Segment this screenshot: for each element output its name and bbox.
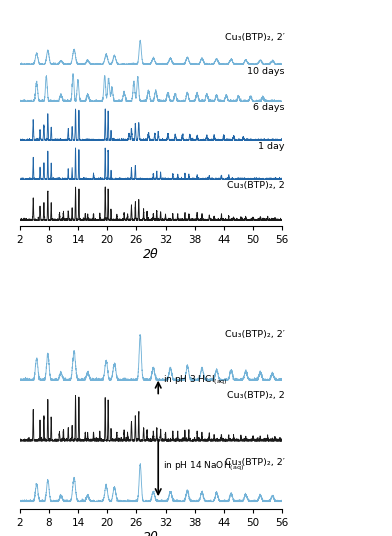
Text: Cu₃(BTP)₂, 2′: Cu₃(BTP)₂, 2′: [225, 330, 285, 339]
Text: Cu₃(BTP)₂, 2′: Cu₃(BTP)₂, 2′: [225, 458, 285, 467]
Text: Cu₃(BTP)₂, 2: Cu₃(BTP)₂, 2: [227, 391, 285, 400]
Text: in pH 14 NaOH$_{\mathsf{(aq)}}$: in pH 14 NaOH$_{\mathsf{(aq)}}$: [163, 460, 244, 473]
X-axis label: 2θ: 2θ: [143, 248, 159, 260]
Text: 6 days: 6 days: [253, 103, 285, 112]
Text: Cu₃(BTP)₂, 2′: Cu₃(BTP)₂, 2′: [225, 33, 285, 42]
Text: 10 days: 10 days: [247, 67, 285, 76]
Text: 1 day: 1 day: [258, 142, 285, 151]
X-axis label: 2θ: 2θ: [143, 531, 159, 536]
Text: Cu₃(BTP)₂, 2: Cu₃(BTP)₂, 2: [227, 181, 285, 190]
Text: in pH 3 HCl$_{\mathsf{(aq)}}$: in pH 3 HCl$_{\mathsf{(aq)}}$: [163, 374, 228, 388]
